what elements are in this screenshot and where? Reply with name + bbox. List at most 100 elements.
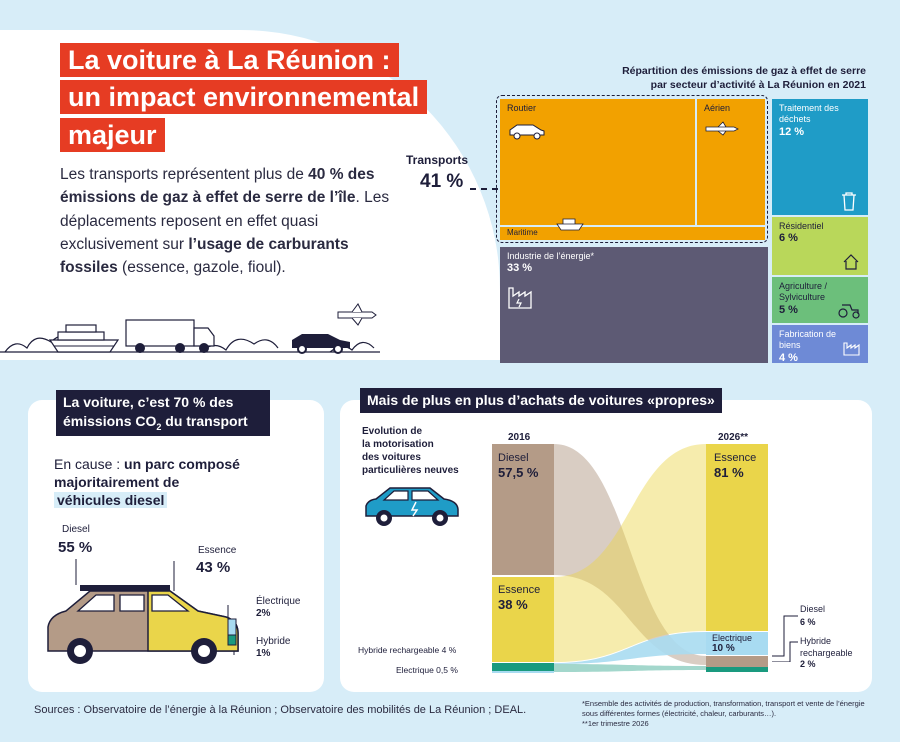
left-card-text: En cause : un parc composé majoritaireme… <box>54 455 294 510</box>
trash-icon <box>842 192 856 211</box>
electric-car-icon <box>365 487 459 526</box>
callout-lines <box>772 615 798 662</box>
page-title: La voiture à La Réunion : un impact envi… <box>60 42 480 154</box>
footnote-1: *Ensemble des activités de production, t… <box>582 699 865 719</box>
essence-2016-pct: 38 % <box>498 597 528 612</box>
title-line-2: un impact environnemental <box>60 80 428 115</box>
industrie-label: Industrie de l’énergie* <box>507 251 595 261</box>
evolution-line-2: la motorisation <box>362 439 434 450</box>
bar-2016-diesel <box>492 444 554 575</box>
intro-part-1: Les transports représentent plus de <box>60 166 309 183</box>
electrique-2026-pct: 10 % <box>712 643 735 654</box>
bar-2016-essence <box>492 577 554 662</box>
house-icon <box>843 254 859 270</box>
treemap-title-line-1: Répartition des émissions de gaz à effet… <box>622 65 866 77</box>
treemap-title-line-2: par secteur d’activité à La Réunion en 2… <box>650 79 866 92</box>
left-header-sub: 2 <box>156 421 162 432</box>
hybride-label: Hybride <box>256 636 291 647</box>
aerien-label: Aérien <box>704 103 731 113</box>
intro-part-2: . Les déplacements reposent en effet qua… <box>60 189 390 253</box>
diesel-2026-label: Diesel <box>800 604 826 614</box>
tile-dechets: Traitement des déchets 12 % <box>772 99 868 215</box>
boat-outline-icon <box>556 218 584 231</box>
evolution-line-4: particulières neuves <box>362 465 459 476</box>
factory-small-icon <box>843 342 860 356</box>
car-outline-icon <box>509 124 545 140</box>
electrique-label: Électrique <box>256 596 301 607</box>
transports-dashed-frame <box>496 95 768 243</box>
bar-2026-diesel <box>706 656 768 667</box>
footnote-2: **1er trimestre 2026 <box>582 719 649 729</box>
transports-pct: 41 % <box>420 171 464 192</box>
hybride-2026-label: Hybride rechargeable 2 % <box>800 636 853 671</box>
hybride-pct: 1% <box>256 648 271 659</box>
left-card-header: La voiture, c’est 70 % des émissions CO2… <box>56 390 270 436</box>
right-card-header: Mais de plus en plus d’achats de voiture… <box>360 388 722 413</box>
residentiel-label: Résidentiel <box>779 221 824 231</box>
intro-bold-1: 40 % des émissions de gaz à effet de ser… <box>60 166 375 207</box>
evolution-line-3: des voitures <box>362 452 421 463</box>
essence-2016-label: Essence <box>498 584 541 596</box>
electrique-2026-label: Electrique <box>712 633 753 643</box>
tile-routier: Routier <box>500 99 695 225</box>
motorisation-sankey <box>492 444 768 673</box>
tile-fabrication: Fabrication de biens 4 % <box>772 325 868 364</box>
diesel-2016-label: Diesel <box>498 452 529 464</box>
agriculture-pct: 5 % <box>779 303 798 316</box>
tractor-icon <box>838 304 860 319</box>
electrique-2016-label: Electrique 0,5 % <box>396 665 458 675</box>
left-header-line-2: émissions CO2 du transport <box>63 412 263 433</box>
left-text-bold-2: véhicules diesel <box>54 492 168 509</box>
bar-2026-hybride <box>706 667 768 672</box>
flow-hybride <box>554 664 706 672</box>
ship-icon <box>48 324 120 353</box>
diesel-label: Diesel <box>62 524 90 535</box>
essence-pct: 43 % <box>196 559 231 576</box>
tile-industrie-energie: Industrie de l’énergie* 33 % <box>500 247 768 363</box>
dechets-pct: 12 % <box>779 125 805 138</box>
fabrication-label: Fabrication de biens <box>779 329 837 351</box>
essence-label: Essence <box>198 545 237 556</box>
evolution-line-1: Evolution de <box>362 426 422 437</box>
plane-icon <box>337 303 377 326</box>
car-parc-illustration <box>47 559 239 664</box>
maritime-label: Maritime <box>507 228 538 237</box>
tile-residentiel: Résidentiel 6 % <box>772 217 868 275</box>
diesel-2016-pct: 57,5 % <box>498 465 539 480</box>
bar-2016-electrique <box>492 671 554 673</box>
truck-icon <box>125 319 215 353</box>
electrique-pct: 2% <box>256 608 271 619</box>
intro-bold-2: l’usage de carburants fossiles <box>60 235 349 276</box>
flow-diesel <box>554 444 706 665</box>
essence-2026-label: Essence <box>714 452 757 464</box>
essence-2026-pct: 81 % <box>714 465 744 480</box>
routier-label: Routier <box>507 103 537 113</box>
transports-connector <box>470 188 498 190</box>
bar-2026-essence <box>706 444 768 631</box>
title-line-3: majeur <box>60 117 165 152</box>
bar-2026-electrique <box>706 632 768 655</box>
industrie-pct: 33 % <box>507 262 533 275</box>
diesel-pct: 55 % <box>58 539 93 556</box>
left-header-line-2a: émissions CO <box>63 412 157 429</box>
dechets-label: Traitement des déchets <box>779 103 839 125</box>
transports-label: Transports <box>406 153 469 167</box>
diesel-2026-pct: 6 % <box>800 617 816 627</box>
intro-text: Les transports représentent plus de 40 %… <box>60 163 390 279</box>
treemap-title: Répartition des émissions de gaz à effet… <box>560 64 866 92</box>
left-header-line-1: La voiture, c’est 70 % des <box>63 394 234 410</box>
factory-icon <box>508 287 532 309</box>
left-text-plain: En cause : <box>54 456 125 472</box>
tile-agriculture: Agriculture / Sylviculture 5 % <box>772 277 868 323</box>
sources: Sources : Observatoire de l’énergie à la… <box>34 704 527 716</box>
fabrication-pct: 4 % <box>779 351 798 364</box>
residentiel-pct: 6 % <box>779 232 798 245</box>
year-2016: 2016 <box>508 432 531 443</box>
title-line-1: La voiture à La Réunion : <box>60 43 399 77</box>
left-header-line-2b: du transport <box>161 412 248 429</box>
hybride-2026-pct: 2 % <box>800 659 816 670</box>
left-text-bold-1: un parc composé majoritairement de <box>54 456 240 491</box>
transport-landscape-illustration <box>0 303 380 354</box>
flow-essence <box>554 444 706 662</box>
tile-maritime: Maritime <box>500 218 765 240</box>
